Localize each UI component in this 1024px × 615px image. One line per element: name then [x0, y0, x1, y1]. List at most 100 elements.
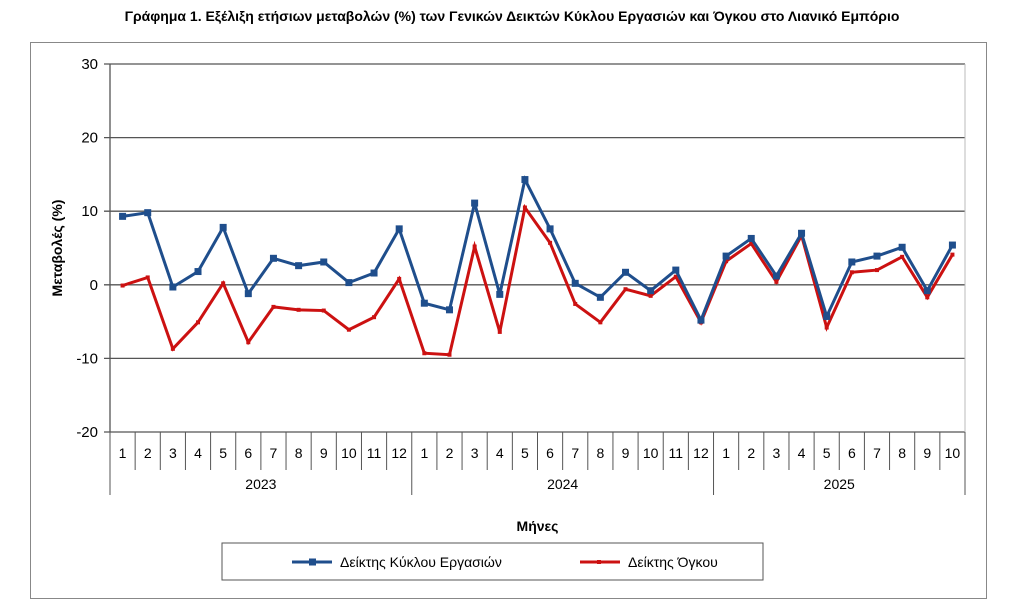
data-point	[296, 307, 301, 312]
series-line	[122, 175, 954, 324]
x-tick-label: 3	[169, 445, 177, 461]
data-point	[346, 327, 351, 332]
data-point	[849, 270, 854, 275]
data-point	[145, 275, 150, 280]
x-tick-label: 10	[643, 445, 659, 461]
x-tick-label: 1	[722, 445, 730, 461]
data-point	[169, 283, 177, 291]
x-axis-title: Μήνες	[517, 518, 559, 534]
x-tick-label: 10	[945, 445, 961, 461]
data-point	[623, 287, 628, 292]
data-point	[395, 225, 403, 233]
data-point	[246, 340, 251, 345]
data-point	[221, 281, 226, 286]
data-point	[244, 290, 252, 298]
y-tick-label: 10	[81, 203, 98, 220]
data-point	[471, 199, 479, 207]
data-point	[497, 329, 502, 334]
x-tick-label: 6	[546, 445, 554, 461]
data-point	[295, 262, 303, 270]
data-point	[571, 279, 579, 287]
x-tick-label: 2	[747, 445, 755, 461]
data-point	[874, 268, 879, 273]
x-tick-label: 8	[596, 445, 604, 461]
x-tick-label: 4	[496, 445, 504, 461]
data-point	[445, 306, 453, 314]
data-point	[898, 243, 906, 251]
x-tick-label: 7	[270, 445, 278, 461]
x-tick-label: 8	[898, 445, 906, 461]
x-tick-label: 11	[367, 445, 382, 461]
y-tick-label: -10	[76, 350, 98, 367]
year-label: 2023	[245, 476, 276, 492]
data-point	[321, 308, 326, 313]
data-point	[521, 176, 529, 184]
x-tick-label: 6	[848, 445, 856, 461]
legend-label: Δείκτης Όγκου	[628, 554, 718, 570]
year-label: 2025	[824, 476, 855, 492]
x-tick-label: 4	[798, 445, 806, 461]
chart-frame	[30, 42, 987, 599]
data-point	[119, 212, 127, 220]
data-point	[144, 209, 152, 217]
data-point	[672, 266, 680, 274]
data-point	[722, 252, 730, 260]
x-tick-label: 5	[219, 445, 227, 461]
legend-marker	[309, 558, 316, 566]
y-tick-label: 0	[90, 277, 98, 294]
x-tick-label: 12	[391, 445, 407, 461]
y-tick-label: 30	[81, 56, 98, 73]
y-tick-label: -20	[76, 424, 98, 441]
data-point	[522, 205, 527, 210]
data-point	[950, 252, 955, 257]
x-tick-label: 2	[446, 445, 454, 461]
data-point	[774, 279, 779, 284]
data-point	[798, 229, 806, 237]
x-tick-label: 1	[420, 445, 428, 461]
x-tick-label: 9	[320, 445, 328, 461]
data-point	[596, 293, 604, 301]
x-tick-label: 3	[772, 445, 780, 461]
data-point	[925, 295, 930, 300]
data-point	[923, 287, 931, 295]
data-point	[546, 225, 554, 233]
data-point	[772, 272, 780, 280]
data-point	[271, 304, 276, 309]
data-point	[948, 241, 956, 249]
chart-title: Γράφημα 1. Εξέλιξη ετήσιων μεταβολών (%)…	[124, 8, 900, 24]
x-tick-label: 11	[669, 445, 684, 461]
data-point	[196, 320, 201, 325]
data-point	[573, 301, 578, 306]
data-point	[219, 223, 227, 231]
data-point	[320, 258, 328, 266]
data-point	[269, 254, 277, 262]
x-tick-label: 1	[119, 445, 127, 461]
data-point	[647, 287, 655, 295]
data-point	[749, 241, 754, 246]
x-tick-label: 12	[693, 445, 709, 461]
data-point	[397, 276, 402, 281]
x-tick-label: 9	[923, 445, 931, 461]
x-tick-label: 7	[571, 445, 579, 461]
data-point	[422, 351, 427, 356]
data-point	[472, 244, 477, 249]
data-point	[673, 274, 678, 279]
legend-marker	[597, 560, 601, 564]
year-label: 2024	[547, 476, 578, 492]
data-point	[697, 316, 705, 324]
data-point	[747, 234, 755, 242]
x-tick-label: 3	[471, 445, 479, 461]
data-point	[873, 252, 881, 260]
series-line	[122, 203, 954, 357]
data-point	[848, 258, 856, 266]
data-point	[824, 325, 829, 330]
data-point	[900, 254, 905, 259]
x-tick-label: 5	[521, 445, 529, 461]
data-point	[345, 279, 353, 287]
x-tick-label: 9	[622, 445, 630, 461]
data-point	[724, 259, 729, 264]
x-tick-label: 10	[341, 445, 357, 461]
x-tick-label: 7	[873, 445, 881, 461]
data-point	[420, 299, 428, 307]
